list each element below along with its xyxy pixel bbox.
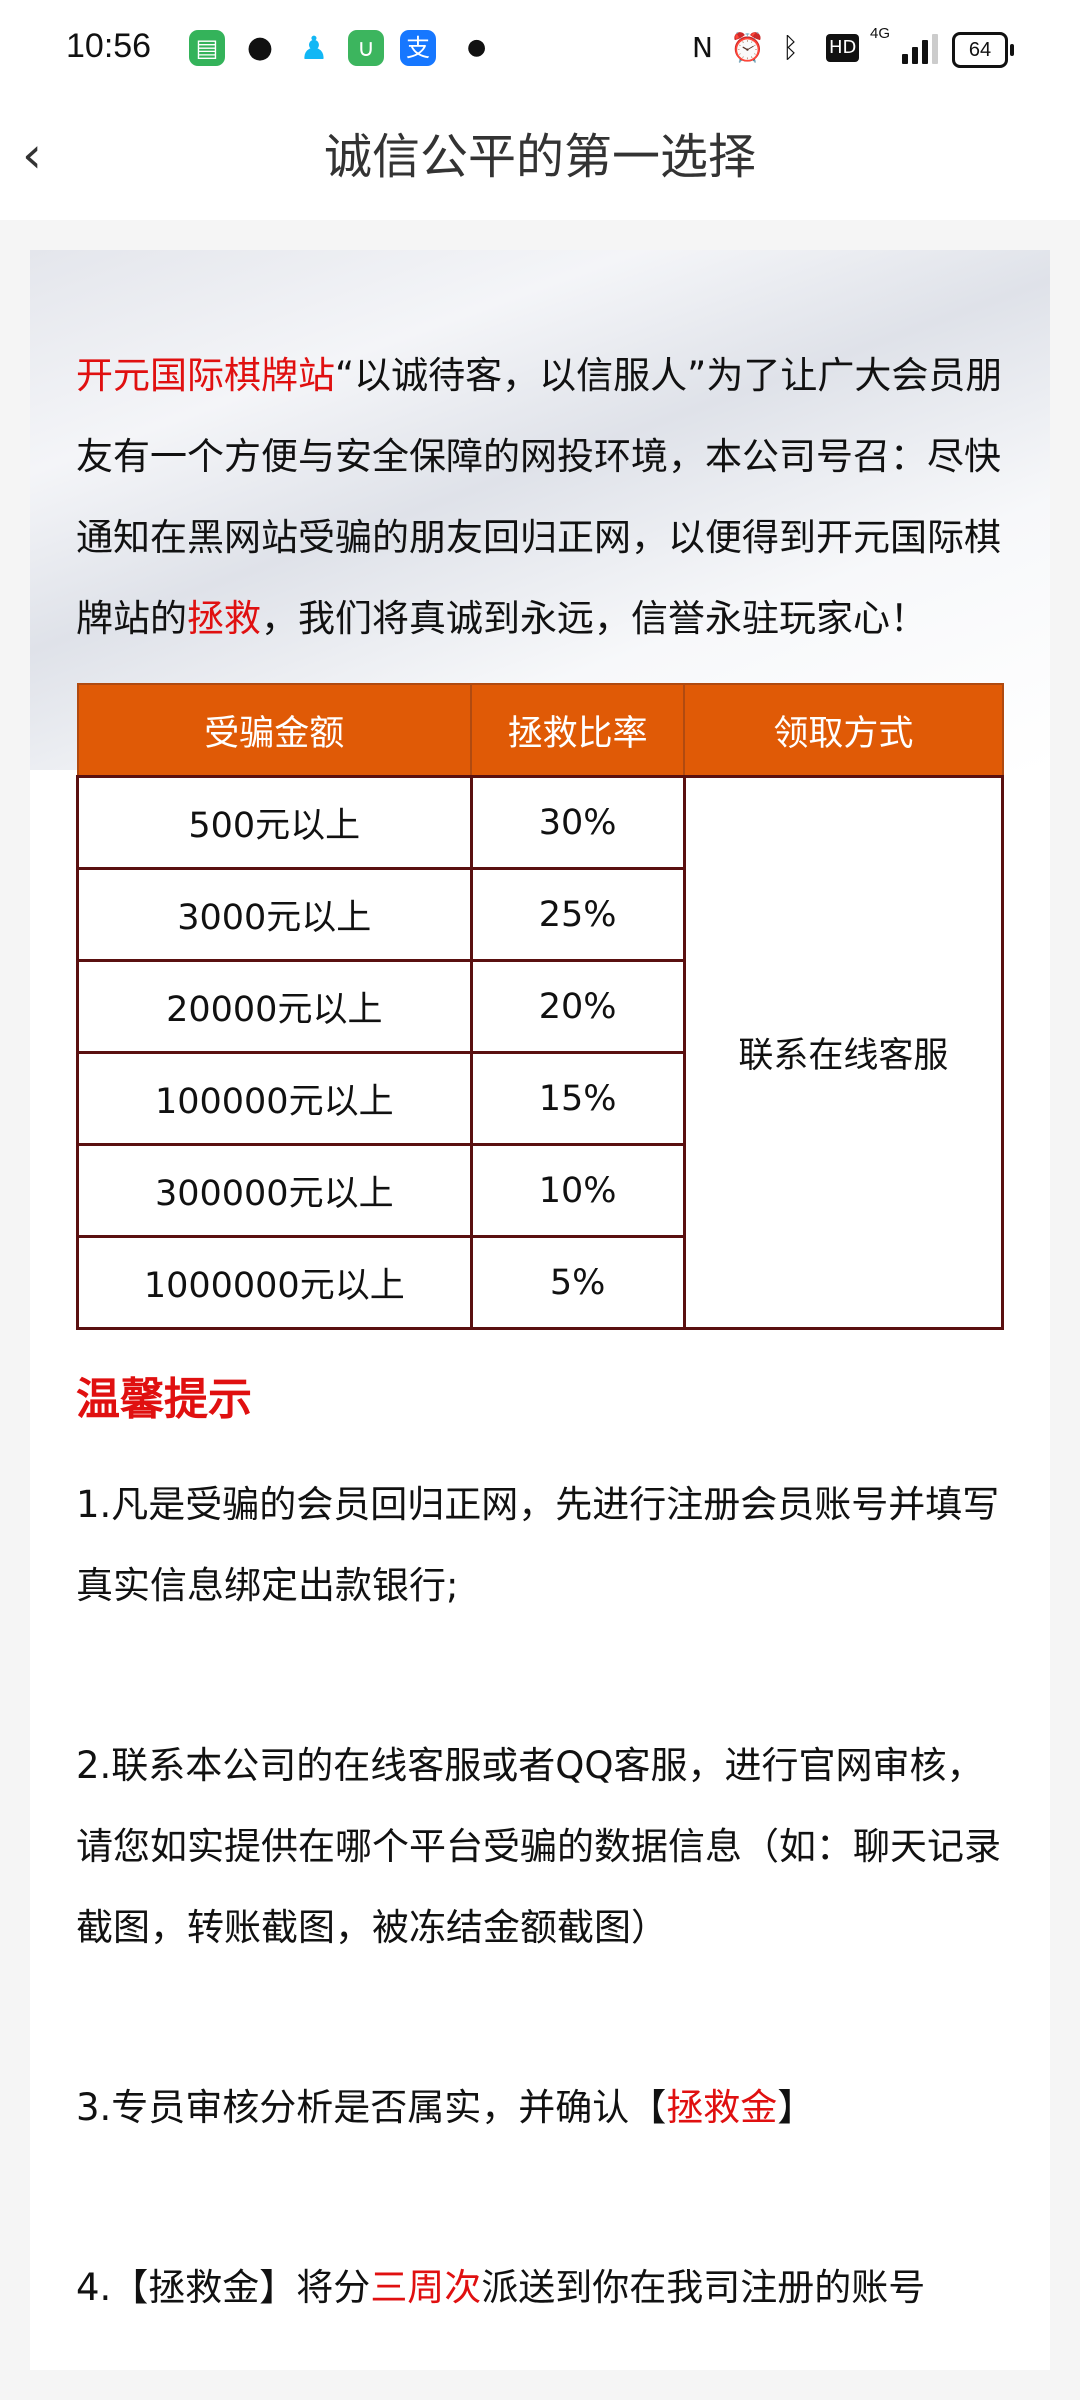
tips-heading: 温馨提示 bbox=[76, 1374, 252, 1425]
network-type: 4G bbox=[870, 25, 891, 42]
signal-icon bbox=[902, 34, 938, 64]
header-amount: 受骗金额 bbox=[76, 683, 473, 778]
nfc-icon: N bbox=[692, 31, 713, 64]
more-notifications-dot-icon: ● bbox=[467, 35, 487, 60]
qq-icon: ♟ bbox=[299, 29, 329, 67]
rate-cell: 30% bbox=[469, 775, 686, 870]
messages-icon: ▤ bbox=[189, 30, 225, 66]
highlight-rescue: 拯救 bbox=[187, 597, 261, 640]
table-row: 100000元以上 15% bbox=[76, 1051, 1003, 1146]
amount-cell: 500元以上 bbox=[76, 775, 473, 870]
alipay-icon: 支 bbox=[400, 30, 436, 66]
tip-highlight: 三周次 bbox=[370, 2266, 482, 2309]
tip-text: 3.专员审核分析是否属实，并确认【 bbox=[76, 2086, 667, 2129]
status-time: 10:56 bbox=[66, 27, 152, 65]
tips-list: 1.凡是受骗的会员回归正网，先进行注册会员账号并填写真实信息绑定出款银行; 2.… bbox=[76, 1464, 1016, 2328]
tip-text: 派送到你在我司注册的账号 bbox=[481, 2266, 926, 2309]
amount-cell: 1000000元以上 bbox=[76, 1235, 473, 1330]
tip-item-3: 3.专员审核分析是否属实，并确认【拯救金】 bbox=[76, 2067, 1016, 2148]
brand-name: 开元国际棋牌站 bbox=[76, 354, 335, 397]
table-row: 300000元以上 10% bbox=[76, 1143, 1003, 1238]
rate-cell: 5% bbox=[469, 1235, 686, 1330]
battery-indicator: 64 bbox=[952, 32, 1014, 68]
amount-cell: 300000元以上 bbox=[76, 1143, 473, 1238]
tip-item-4: 4.【拯救金】将分三周次派送到你在我司注册的账号 bbox=[76, 2247, 1016, 2328]
intro-text: “以诚待客，以信服人”为了让广大会员朋友有一个方便与安全保障的网投环境，本公司号… bbox=[76, 354, 1003, 640]
amount-cell: 20000元以上 bbox=[76, 959, 473, 1054]
wechat-icon: ● bbox=[246, 30, 274, 65]
method-cell: 联系在线客服 bbox=[682, 775, 1005, 1330]
rate-cell: 10% bbox=[469, 1143, 686, 1238]
rate-cell: 25% bbox=[469, 867, 686, 962]
tip-text: 】 bbox=[777, 2086, 815, 2129]
back-button[interactable]: ‹ bbox=[22, 125, 82, 185]
tip-item-2: 2.联系本公司的在线客服或者QQ客服，进行官网审核，请您如实提供在哪个平台受骗的… bbox=[76, 1744, 1001, 1949]
chevron-left-icon: ‹ bbox=[22, 126, 42, 184]
header-rate: 拯救比率 bbox=[470, 683, 686, 778]
table-row: 500元以上 30% 联系在线客服 bbox=[76, 775, 1005, 1330]
rate-cell: 15% bbox=[469, 1051, 686, 1146]
tip-highlight: 拯救金 bbox=[666, 2086, 778, 2129]
content-card: 开元国际棋牌站“以诚待客，以信服人”为了让广大会员朋友有一个方便与安全保障的网投… bbox=[30, 250, 1050, 2370]
rate-cell: 20% bbox=[469, 959, 686, 1054]
table-header-row: 受骗金额 拯救比率 领取方式 bbox=[76, 683, 1004, 778]
table-row: 20000元以上 20% bbox=[76, 959, 1003, 1054]
tip-item-1: 1.凡是受骗的会员回归正网，先进行注册会员账号并填写真实信息绑定出款银行; bbox=[76, 1483, 1000, 1607]
alarm-icon: ⏰ bbox=[730, 31, 765, 64]
amount-cell: 100000元以上 bbox=[76, 1051, 473, 1146]
page-title: 诚信公平的第一选择 bbox=[323, 129, 756, 185]
app-store-icon: ∪ bbox=[348, 30, 384, 66]
table-row: 1000000元以上 5% bbox=[76, 1235, 1003, 1330]
tip-text: 4.【拯救金】将分 bbox=[76, 2266, 371, 2309]
intro-text-end: ，我们将真诚到永远，信誉永驻玩家心！ bbox=[261, 597, 927, 640]
amount-cell: 3000元以上 bbox=[76, 867, 473, 962]
header-method: 领取方式 bbox=[683, 683, 1004, 778]
intro-paragraph: 开元国际棋牌站“以诚待客，以信服人”为了让广大会员朋友有一个方便与安全保障的网投… bbox=[76, 335, 1012, 659]
status-bar: 10:56 ▤ ● ♟ ∪ 支 ● N ⏰ ᛒ HD 4G 64 bbox=[0, 0, 1080, 95]
rescue-rate-table: 受骗金额 拯救比率 领取方式 500元以上 30% 联系在线客服 3000元以上… bbox=[76, 683, 1005, 1330]
nav-header: ‹ 诚信公平的第一选择 bbox=[0, 95, 1080, 220]
bluetooth-icon: ᛒ bbox=[782, 31, 799, 64]
hd-icon: HD bbox=[826, 34, 860, 62]
table-row: 3000元以上 25% bbox=[76, 867, 1003, 962]
